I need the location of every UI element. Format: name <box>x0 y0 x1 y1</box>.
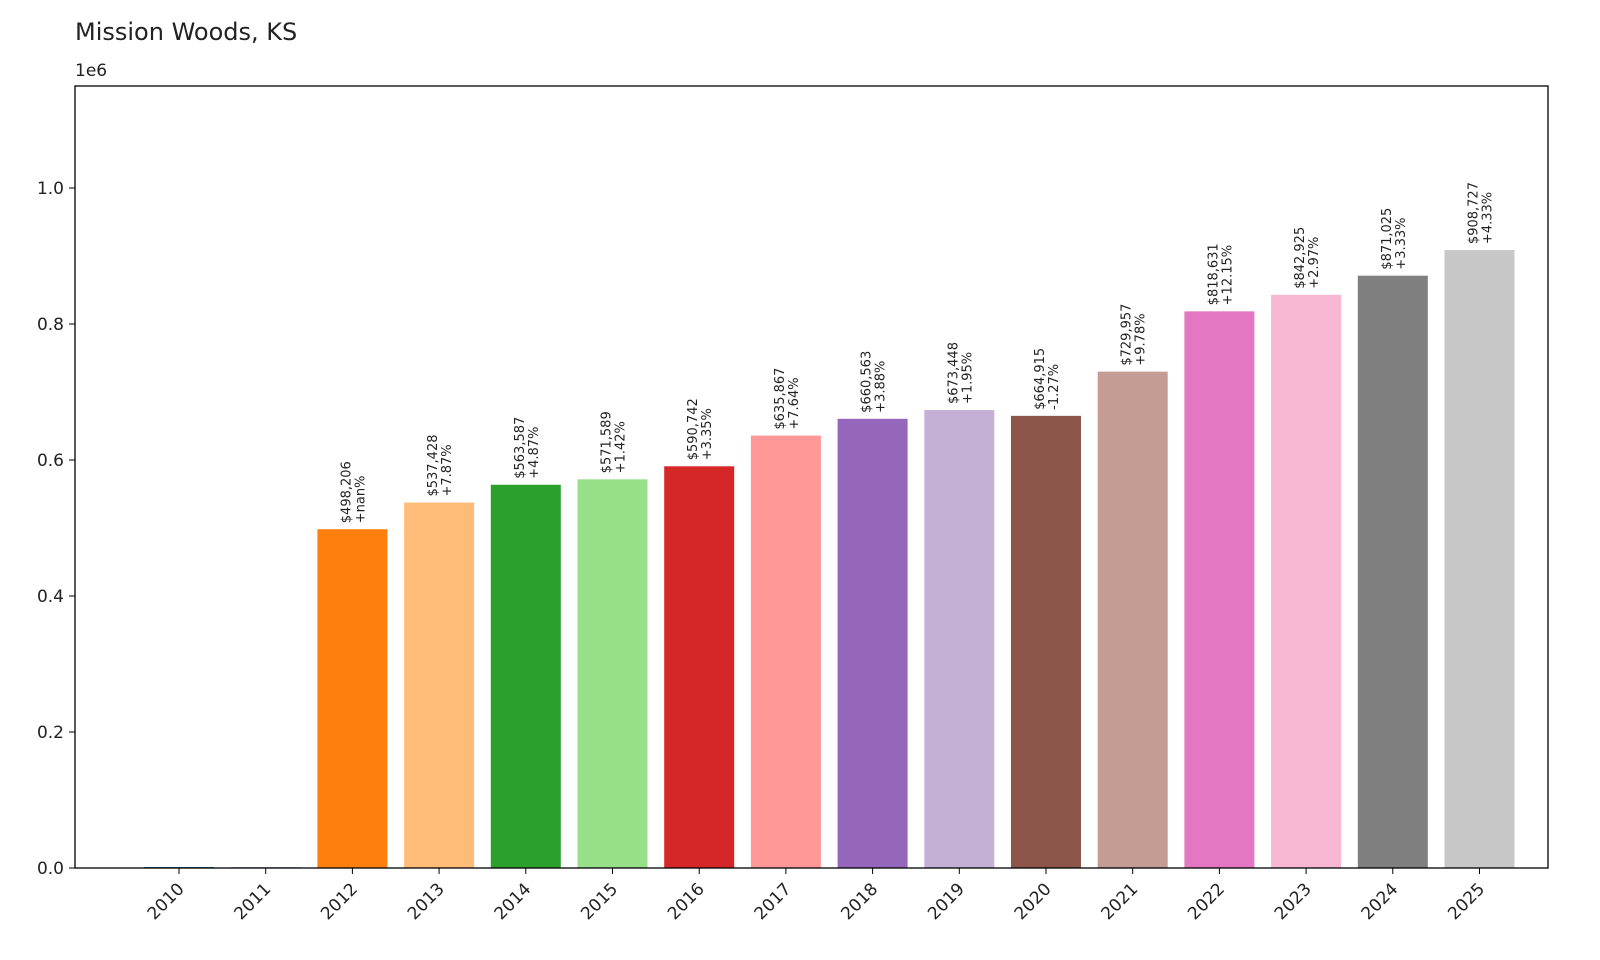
bar-2023 <box>1271 294 1342 868</box>
x-tick-label-2024: 2024 <box>1358 879 1403 924</box>
y-tick-label-2: 0.4 <box>37 587 64 607</box>
y-tick-label-4: 0.8 <box>37 315 64 335</box>
change-label-2024: +3.33% <box>1394 217 1409 269</box>
bar-2020 <box>1011 415 1081 868</box>
bar-2025 <box>1444 250 1515 868</box>
change-label-2021: +9.78% <box>1134 313 1149 365</box>
y-tick-label-0: 0.0 <box>37 859 64 879</box>
value-label-2018: $660,563 <box>860 351 875 413</box>
bar-2018 <box>837 418 908 868</box>
value-label-2016: $590,742 <box>686 398 701 460</box>
bar-2013 <box>404 502 475 868</box>
change-label-2023: +2.97% <box>1307 237 1322 289</box>
x-tick-label-2020: 2020 <box>1011 879 1056 924</box>
value-label-2022: $818,631 <box>1206 243 1221 305</box>
value-label-2025: $908,727 <box>1467 182 1482 244</box>
bar-labels-group: $498,206 +nan% $537,428 +7.87% $563,587 +4.87… <box>339 182 1495 523</box>
y-axis: 0.0 0.2 0.4 0.6 0.8 1.0 <box>37 179 75 879</box>
x-tick-label-2012: 2012 <box>317 879 362 924</box>
bars-group <box>144 250 1515 868</box>
x-tick-label-2011: 2011 <box>231 879 276 924</box>
value-label-2023: $842,925 <box>1293 227 1308 289</box>
bar-2016 <box>664 466 735 868</box>
value-label-2020: $664,915 <box>1033 348 1048 410</box>
bar-2015 <box>577 479 648 868</box>
bar-2022 <box>1184 311 1255 868</box>
bar-2019 <box>924 410 995 868</box>
change-label-2013: +7.87% <box>440 444 455 496</box>
value-label-2013: $537,428 <box>426 435 441 497</box>
chart-title: Mission Woods, KS <box>75 18 298 46</box>
change-label-2012: +nan% <box>353 476 368 524</box>
value-label-2017: $635,867 <box>773 368 788 430</box>
x-tick-label-2018: 2018 <box>837 879 882 924</box>
value-label-2015: $571,589 <box>600 411 615 473</box>
change-label-2022: +12.15% <box>1220 245 1235 305</box>
y-axis-multiplier: 1e6 <box>75 61 107 81</box>
change-label-2017: +7.64% <box>787 377 802 429</box>
bar-2021 <box>1097 371 1168 868</box>
y-tick-label-3: 0.6 <box>37 451 64 471</box>
x-axis: 2010 2011 2012 2013 2014 2015 2016 2017 2018 2019… <box>144 868 1489 924</box>
value-label-2024: $871,025 <box>1380 208 1395 270</box>
y-tick-label-1: 0.2 <box>37 723 64 743</box>
bar-2024 <box>1357 275 1428 868</box>
x-tick-label-2019: 2019 <box>924 879 969 924</box>
value-label-2012: $498,206 <box>339 461 354 523</box>
plot-frame <box>74 85 1549 869</box>
x-tick-label-2017: 2017 <box>751 879 796 924</box>
change-label-2025: +4.33% <box>1481 192 1496 244</box>
change-label-2019: +1.95% <box>960 352 975 404</box>
x-tick-label-2010: 2010 <box>144 879 189 924</box>
x-tick-label-2013: 2013 <box>404 879 449 924</box>
change-label-2016: +3.35% <box>700 408 715 460</box>
x-tick-label-2025: 2025 <box>1444 879 1489 924</box>
value-label-2014: $563,587 <box>513 417 528 479</box>
value-label-2021: $729,957 <box>1120 304 1135 366</box>
bar-2017 <box>750 435 821 868</box>
bar-2014 <box>490 484 561 868</box>
x-tick-label-2021: 2021 <box>1097 879 1142 924</box>
x-tick-label-2016: 2016 <box>664 879 709 924</box>
change-label-2020: -1.27% <box>1047 364 1062 410</box>
change-label-2014: +4.87% <box>527 427 542 479</box>
x-tick-label-2023: 2023 <box>1271 879 1316 924</box>
x-tick-label-2022: 2022 <box>1184 879 1229 924</box>
change-label-2015: +1.42% <box>614 421 629 473</box>
value-label-2019: $673,448 <box>946 342 961 404</box>
change-label-2018: +3.88% <box>874 361 889 413</box>
bar-2012 <box>317 529 388 868</box>
x-tick-label-2015: 2015 <box>577 879 622 924</box>
y-tick-label-5: 1.0 <box>37 179 64 199</box>
x-tick-label-2014: 2014 <box>491 879 536 924</box>
